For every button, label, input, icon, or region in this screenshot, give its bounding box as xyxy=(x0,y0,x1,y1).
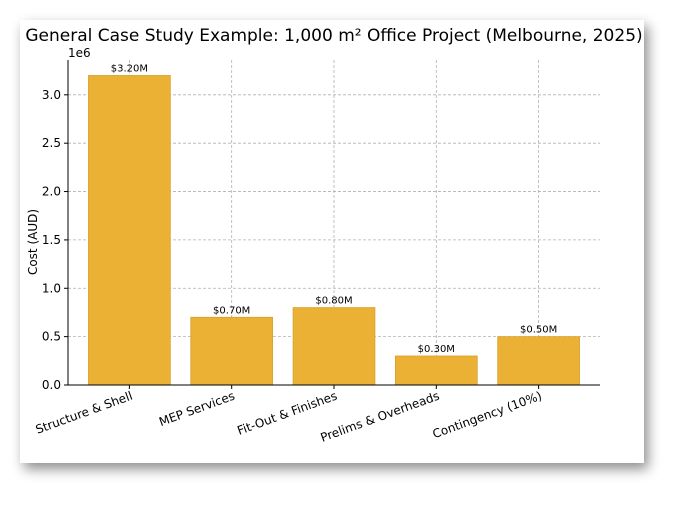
chart-title: General Case Study Example: 1,000 m² Off… xyxy=(25,26,642,46)
bar-data-label: $0.80M xyxy=(315,296,352,307)
bar-data-label: $0.70M xyxy=(213,305,250,316)
bar-data-label: $0.50M xyxy=(520,325,557,336)
bar xyxy=(394,355,478,386)
bar xyxy=(190,316,274,386)
y-tick-label: 1.5 xyxy=(42,233,61,247)
y-tick-label: 0.5 xyxy=(42,330,61,344)
y-axis-label: Cost (AUD) xyxy=(26,209,40,275)
bar-chart: General Case Study Example: 1,000 m² Off… xyxy=(25,26,642,445)
y-tick-label: 0.0 xyxy=(42,378,61,392)
y-tick-label: 2.0 xyxy=(42,185,61,199)
bar xyxy=(88,75,171,386)
y-tick-label: 1.0 xyxy=(42,281,61,295)
bar xyxy=(292,307,376,386)
axes-layer xyxy=(64,60,600,389)
y-offset-label: 1e6 xyxy=(68,46,91,60)
y-tick-label: 3.0 xyxy=(42,88,61,102)
bars-layer xyxy=(88,75,580,386)
bar-data-label: $3.20M xyxy=(111,63,148,74)
x-tick-label: Contingency (10%) xyxy=(431,389,544,442)
bar xyxy=(497,336,580,386)
y-tick-label: 2.5 xyxy=(42,136,61,150)
x-tick-label: MEP Services xyxy=(157,389,237,429)
figure-card: General Case Study Example: 1,000 m² Off… xyxy=(20,20,644,463)
x-tick-label: Structure & Shell xyxy=(34,389,135,437)
bar-data-label: $0.30M xyxy=(418,344,455,355)
